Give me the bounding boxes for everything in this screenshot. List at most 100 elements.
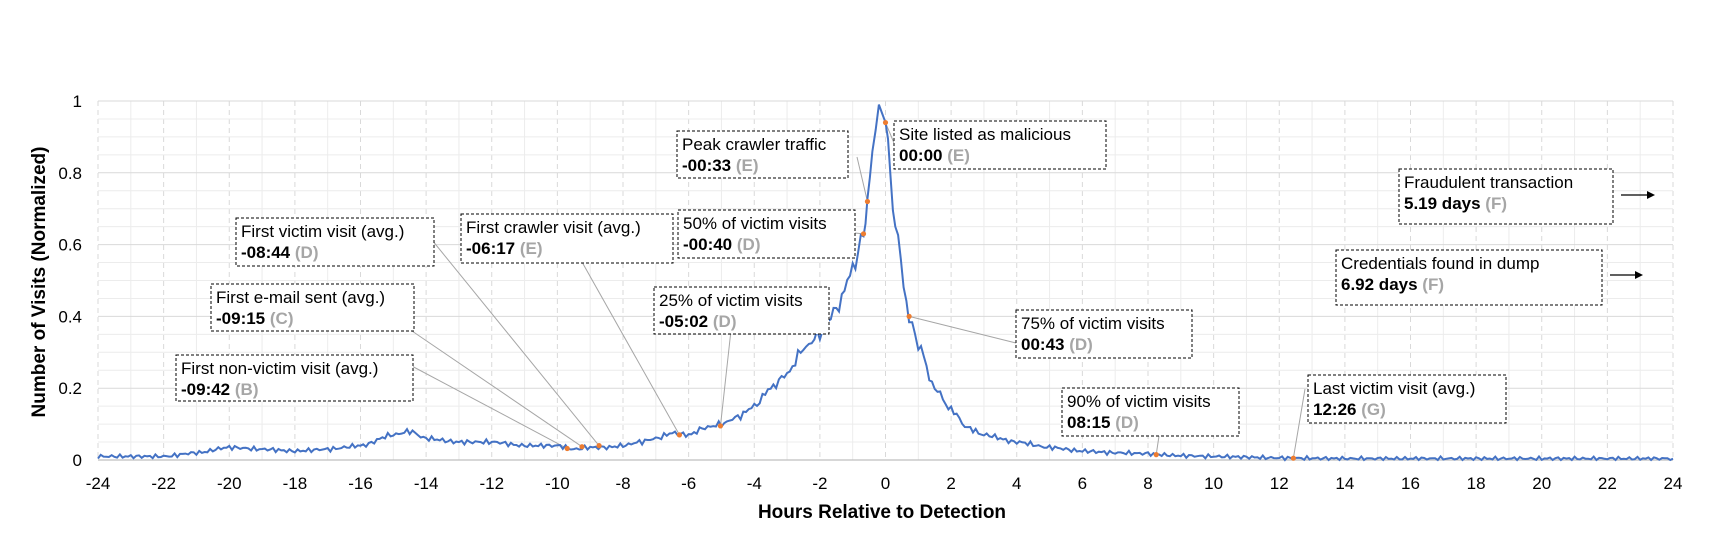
annotation-box: 50% of victim visits -00:40 (D): [677, 209, 856, 259]
annotation-box: First crawler visit (avg.) -06:17 (E): [460, 213, 674, 264]
annotation-time: -09:42: [181, 380, 235, 399]
x-tick-label: -4: [747, 474, 762, 493]
annotation-box: Site listed as malicious 00:00 (E): [893, 120, 1107, 170]
annotation-value: -09:42 (B): [181, 380, 258, 399]
x-tick-label: -12: [479, 474, 504, 493]
event-marker: [860, 231, 867, 237]
arrow-head: [1635, 271, 1643, 279]
leader-line: [1155, 435, 1160, 455]
annotation-phase: (E): [520, 239, 543, 258]
annotation-label: First crawler visit (avg.): [466, 218, 641, 237]
event-marker: [717, 423, 724, 429]
annotation-phase: (D): [1069, 335, 1093, 354]
annotation-frame: [175, 354, 414, 402]
x-tick-label: 20: [1532, 474, 1551, 493]
x-tick-label: 4: [1012, 474, 1021, 493]
annotation-value: -09:15 (C): [216, 309, 293, 328]
x-tick-label: -8: [615, 474, 630, 493]
annotation-label: Site listed as malicious: [899, 125, 1071, 144]
x-tick-label: -2: [812, 474, 827, 493]
tick-labels: -24 -22 -20 -18 -16 -14 -12 -10 -8 -6 -4 -2 0 2 4 6 8 10 1…: [58, 92, 1682, 493]
x-tick-label: 12: [1270, 474, 1289, 493]
annotation-frame: [676, 130, 849, 179]
annotation-phase: (G): [1361, 400, 1386, 419]
y-tick-label: 0.2: [58, 379, 82, 398]
x-tick-label: 0: [881, 474, 890, 493]
x-tick-label: -14: [414, 474, 439, 493]
annotation-phase: (D): [713, 312, 737, 331]
annotation-box: 90% of victim visits 08:15 (D): [1061, 387, 1240, 437]
annotation-time: -09:15: [216, 309, 270, 328]
y-tick-label: 0.8: [58, 164, 82, 183]
leader-line: [407, 363, 568, 449]
x-tick-label: 6: [1078, 474, 1087, 493]
annotation-box: First non-victim visit (avg.) -09:42 (B): [175, 354, 414, 402]
annotation-phase: (D): [295, 243, 319, 262]
annotation-value: -08:44 (D): [241, 243, 318, 262]
x-tick-label: -24: [86, 474, 111, 493]
leader-line: [431, 239, 600, 446]
annotation-phase: (D): [1115, 413, 1139, 432]
annotation-time: 00:43: [1021, 335, 1069, 354]
event-marker: [882, 119, 889, 126]
leader-line: [856, 156, 868, 202]
annotation-phase: (E): [947, 146, 970, 165]
annotation-value: 12:26 (G): [1313, 400, 1386, 419]
arrow-head: [1647, 191, 1655, 199]
annotation-value: 00:00 (E): [899, 146, 970, 165]
annotation-box: Last victim visit (avg.) 12:26 (G): [1307, 374, 1507, 424]
y-tick-label: 0: [73, 451, 82, 470]
annotation-box: First e-mail sent (avg.) -09:15 (C): [210, 283, 415, 332]
annotation-frame: [235, 217, 435, 267]
leader-line: [581, 261, 680, 436]
x-tick-label: -18: [283, 474, 308, 493]
x-tick-label: -10: [545, 474, 570, 493]
x-tick-label: -16: [348, 474, 373, 493]
annotation-label: Peak crawler traffic: [682, 135, 827, 154]
annotation-value: -05:02 (D): [659, 312, 736, 331]
annotation-phase: (C): [270, 309, 294, 328]
event-marker: [864, 198, 871, 205]
event-marker: [1290, 455, 1296, 461]
annotation-box: Peak crawler traffic -00:33 (E): [676, 130, 849, 179]
event-marker: [564, 445, 570, 452]
leader-line: [411, 330, 583, 448]
annotation-time: 08:15: [1067, 413, 1115, 432]
annotation-time: -08:44: [241, 243, 295, 262]
annotation-label: First non-victim visit (avg.): [181, 359, 378, 378]
event-marker: [906, 313, 912, 319]
event-marker: [596, 443, 602, 449]
annotation-frame: [1015, 309, 1193, 359]
x-axis-label: Hours Relative to Detection: [758, 502, 1006, 523]
annotation-box: 75% of victim visits 00:43 (D): [1015, 309, 1193, 359]
annotation-label: First e-mail sent (avg.): [216, 288, 385, 307]
event-marker: [579, 444, 585, 450]
annotation-label: 75% of victim visits: [1021, 314, 1165, 333]
x-tick-label: 24: [1664, 474, 1683, 493]
annotation-frame: [210, 283, 415, 332]
annotation-time: 00:00: [899, 146, 947, 165]
annotation-phase: (E): [736, 156, 759, 175]
annotation-time: 6.92 days: [1341, 275, 1422, 294]
annotation-value: 08:15 (D): [1067, 413, 1139, 432]
x-tick-label: 8: [1143, 474, 1152, 493]
annotation-value: -06:17 (E): [466, 239, 543, 258]
annotation-frame: [893, 120, 1107, 170]
annotation-box: First victim visit (avg.) -08:44 (D): [235, 217, 435, 267]
x-tick-label: 16: [1401, 474, 1420, 493]
x-tick-label: -20: [217, 474, 242, 493]
annotation-phase: (B): [235, 380, 259, 399]
annotation-label: Fraudulent transaction: [1404, 173, 1573, 192]
event-marker: [1153, 452, 1159, 458]
annotations: First non-victim visit (avg.)-09:42 (B)F…: [175, 120, 1614, 437]
annotation-box: 25% of victim visits -05:02 (D): [653, 286, 830, 335]
annotation-label: 50% of victim visits: [683, 214, 827, 233]
y-tick-label: 0.4: [58, 307, 82, 326]
x-tick-label: 10: [1204, 474, 1223, 493]
annotation-time: 5.19 days: [1404, 194, 1485, 213]
annotation-label: Last victim visit (avg.): [1313, 379, 1475, 398]
markers: [564, 119, 1296, 461]
annotation-frame: [653, 286, 830, 335]
x-tick-label: 18: [1467, 474, 1486, 493]
